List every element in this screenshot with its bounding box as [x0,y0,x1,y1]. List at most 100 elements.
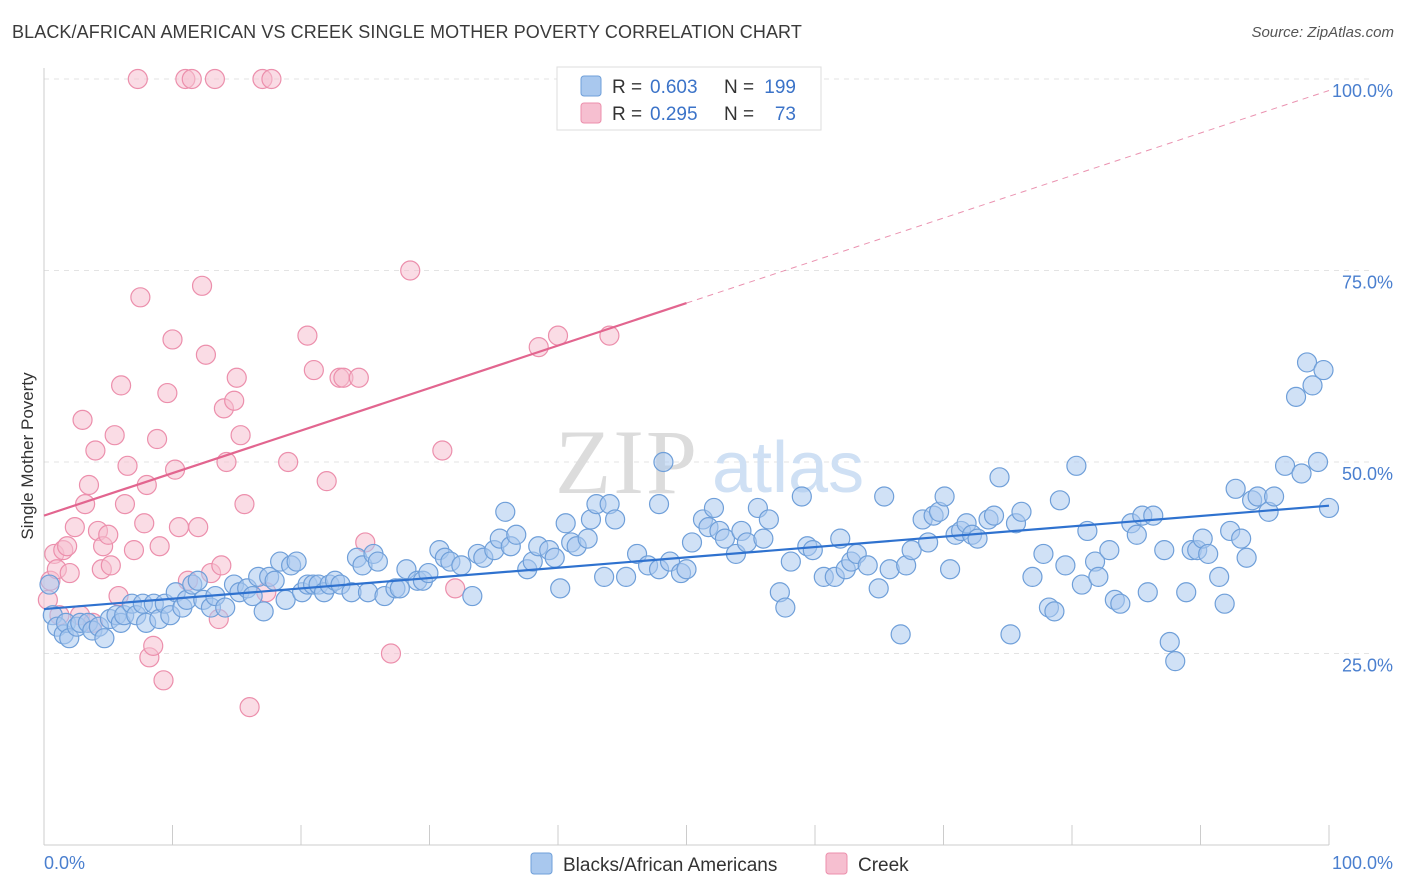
y-tick-label-25: 25.0% [1342,656,1393,676]
black-point [736,532,758,553]
legend-r-value-1: 0.603 [650,77,698,98]
black-point [1318,497,1340,519]
creek-point [234,494,255,515]
grid-lines [44,78,1370,654]
watermark-zip: ZIP [555,411,699,513]
creek-point [130,287,151,308]
y-axis-title: Single Mother Poverty [18,372,37,540]
creek-point [85,440,106,461]
black-point [1049,490,1071,511]
x-tick-label-max: 100.0% [1332,853,1393,873]
black-point [1055,555,1076,576]
creek-points [37,68,620,718]
black-point [544,547,565,568]
black-point [94,628,115,649]
black-point [890,624,911,645]
black-point [830,528,851,549]
black-point [939,559,961,580]
legend-n-value-1: 199 [764,77,796,98]
black-point [389,578,410,599]
y-tick-label-100: 100.0% [1332,81,1393,101]
legend-r-label-1: R = [612,77,642,98]
black-point [983,505,1005,526]
black-point [264,570,285,591]
creek-point [195,344,217,365]
creek-point [380,643,402,664]
creek-point [181,68,202,90]
black-point [1088,566,1109,588]
black-point [1071,574,1092,595]
trend-line-blacks [43,504,1330,611]
legend-top: R = 0.603 N = 199 R = 0.295 N = 73 [556,66,822,131]
creek-point [146,428,168,450]
black-point [1110,593,1131,614]
black-point [367,551,388,572]
black-point [1296,352,1318,373]
creek-point [64,517,85,538]
black-point [1022,566,1043,588]
creek-point [168,517,190,538]
trend-line-creek-extension [686,90,1330,304]
creek-point [114,494,136,515]
creek-point [123,539,145,561]
black-point [1209,566,1230,588]
creek-point [400,260,421,281]
creek-point [57,536,78,557]
y-tick-labels: 25.0% 50.0% 75.0% 100.0% [1332,81,1393,676]
black-point [1011,501,1032,522]
black-point [802,539,823,561]
black-point [1143,505,1164,526]
creek-point [204,68,226,90]
creek-point [100,555,121,576]
black-point [1099,539,1120,561]
black-point [215,597,236,618]
creek-point [239,697,260,718]
black-point [1274,455,1296,476]
creek-point [230,425,251,446]
black-point [1231,528,1252,549]
creek-point [528,337,549,358]
black-point [775,597,796,618]
black-point [1313,359,1334,381]
black-point [1033,543,1054,565]
black-point [577,528,598,549]
black-point [868,578,889,599]
black-point [1159,631,1180,653]
creek-point [191,275,213,296]
black-point [676,559,697,580]
creek-point [162,329,183,350]
black-point [780,551,801,572]
creek-point [224,390,245,411]
black-point [1126,524,1147,545]
black-point [615,566,637,588]
black-point [681,532,703,553]
creek-point [445,578,466,599]
black-point [1044,601,1065,622]
y-tick-label-75: 75.0% [1342,273,1393,293]
watermark-atlas: atlas [712,428,864,508]
black-point [874,486,895,507]
creek-point [143,635,164,656]
creek-point [348,367,369,388]
legend-bottom-label-pink: Creek [858,855,909,876]
creek-point [127,68,148,90]
creek-point [72,409,93,430]
creek-point [104,425,125,446]
black-point [989,467,1010,488]
black-point [506,524,527,545]
black-point [462,585,483,607]
black-point [714,528,736,549]
black-point [357,582,379,603]
creek-point [157,382,178,404]
black-point [605,509,626,530]
creek-point [153,670,174,691]
black-point [758,509,779,530]
creek-point [78,474,100,496]
legend-swatch-blue [580,75,602,97]
legend-bottom-swatch-pink [825,852,848,875]
black-point [1263,486,1285,507]
creek-point [149,536,170,557]
black-point [1291,463,1312,484]
black-point [857,555,878,576]
